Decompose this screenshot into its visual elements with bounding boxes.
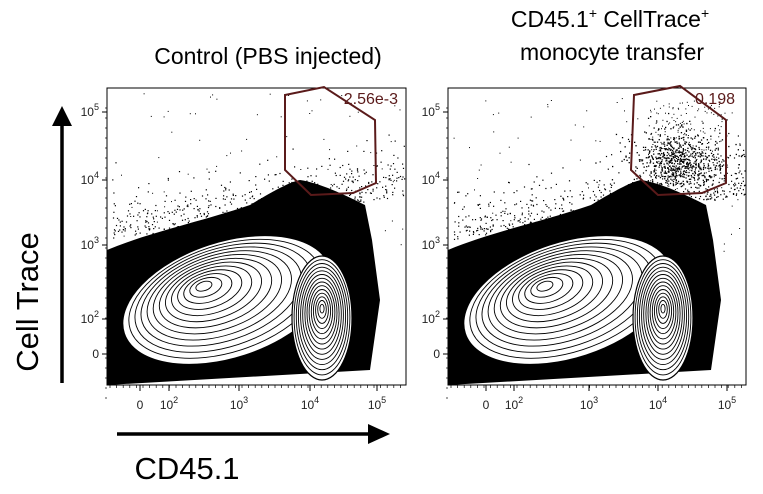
contour-population-1 <box>122 234 332 366</box>
x-axis-ticks: 0 102 103 104 105 <box>109 385 401 412</box>
y-axis-arrowhead <box>52 106 72 126</box>
x-tick-label: 0 <box>483 398 490 412</box>
panel-control: 2.56e-3 0 102 103 104 105 0 102 103 104 105 <box>81 85 407 412</box>
gate-polygon <box>284 85 378 197</box>
plot-area <box>107 93 406 385</box>
x-tick-label: 104 <box>649 395 667 412</box>
x-tick-label: 105 <box>718 395 736 412</box>
y-tick-label: 102 <box>422 309 440 326</box>
y-axis-ticks: 0 102 103 104 105 <box>81 102 107 399</box>
panel2-title-line1: CD45.1+ CellTrace+ <box>511 5 709 32</box>
y-tick-label: 102 <box>81 309 99 326</box>
y-tick-label: 103 <box>81 235 99 252</box>
contour-population-2 <box>632 255 694 381</box>
x-axis-title: CD45.1 <box>134 451 239 486</box>
panel1-title: Control (PBS injected) <box>154 43 382 69</box>
contour-population-2 <box>291 255 353 381</box>
y-tick-label: 104 <box>422 170 440 187</box>
y-tick-label: 104 <box>81 170 99 187</box>
gate-polygon <box>629 84 727 197</box>
x-axis-arrowhead <box>368 424 390 444</box>
y-axis-ticks: 0 102 103 104 105 <box>422 102 448 399</box>
y-tick-label: 105 <box>422 102 440 119</box>
panel2-title-line2: monocyte transfer <box>520 39 704 65</box>
outlier-dots <box>453 98 746 257</box>
y-axis-title: Cell Trace <box>10 232 45 372</box>
gate-frequency-label: 0.198 <box>695 91 735 108</box>
x-tick-label: 104 <box>301 395 319 412</box>
y-tick-label: 0 <box>92 347 99 361</box>
x-tick-label: 0 <box>137 398 144 412</box>
y-tick-label: 103 <box>422 235 440 252</box>
x-tick-label: 105 <box>368 395 386 412</box>
gate-frequency-label: 2.56e-3 <box>344 91 398 108</box>
y-tick-label: 105 <box>81 102 99 119</box>
plot-area <box>448 98 746 385</box>
x-tick-label: 103 <box>230 395 248 412</box>
y-tick-label: 0 <box>433 347 440 361</box>
x-axis-ticks: 0 102 103 104 105 <box>450 385 742 412</box>
panel-monocyte-transfer: 0.198 0 102 103 104 105 0 102 103 104 105 <box>422 84 747 412</box>
x-tick-label: 102 <box>505 395 523 412</box>
x-tick-label: 102 <box>160 395 178 412</box>
x-tick-label: 103 <box>580 395 598 412</box>
